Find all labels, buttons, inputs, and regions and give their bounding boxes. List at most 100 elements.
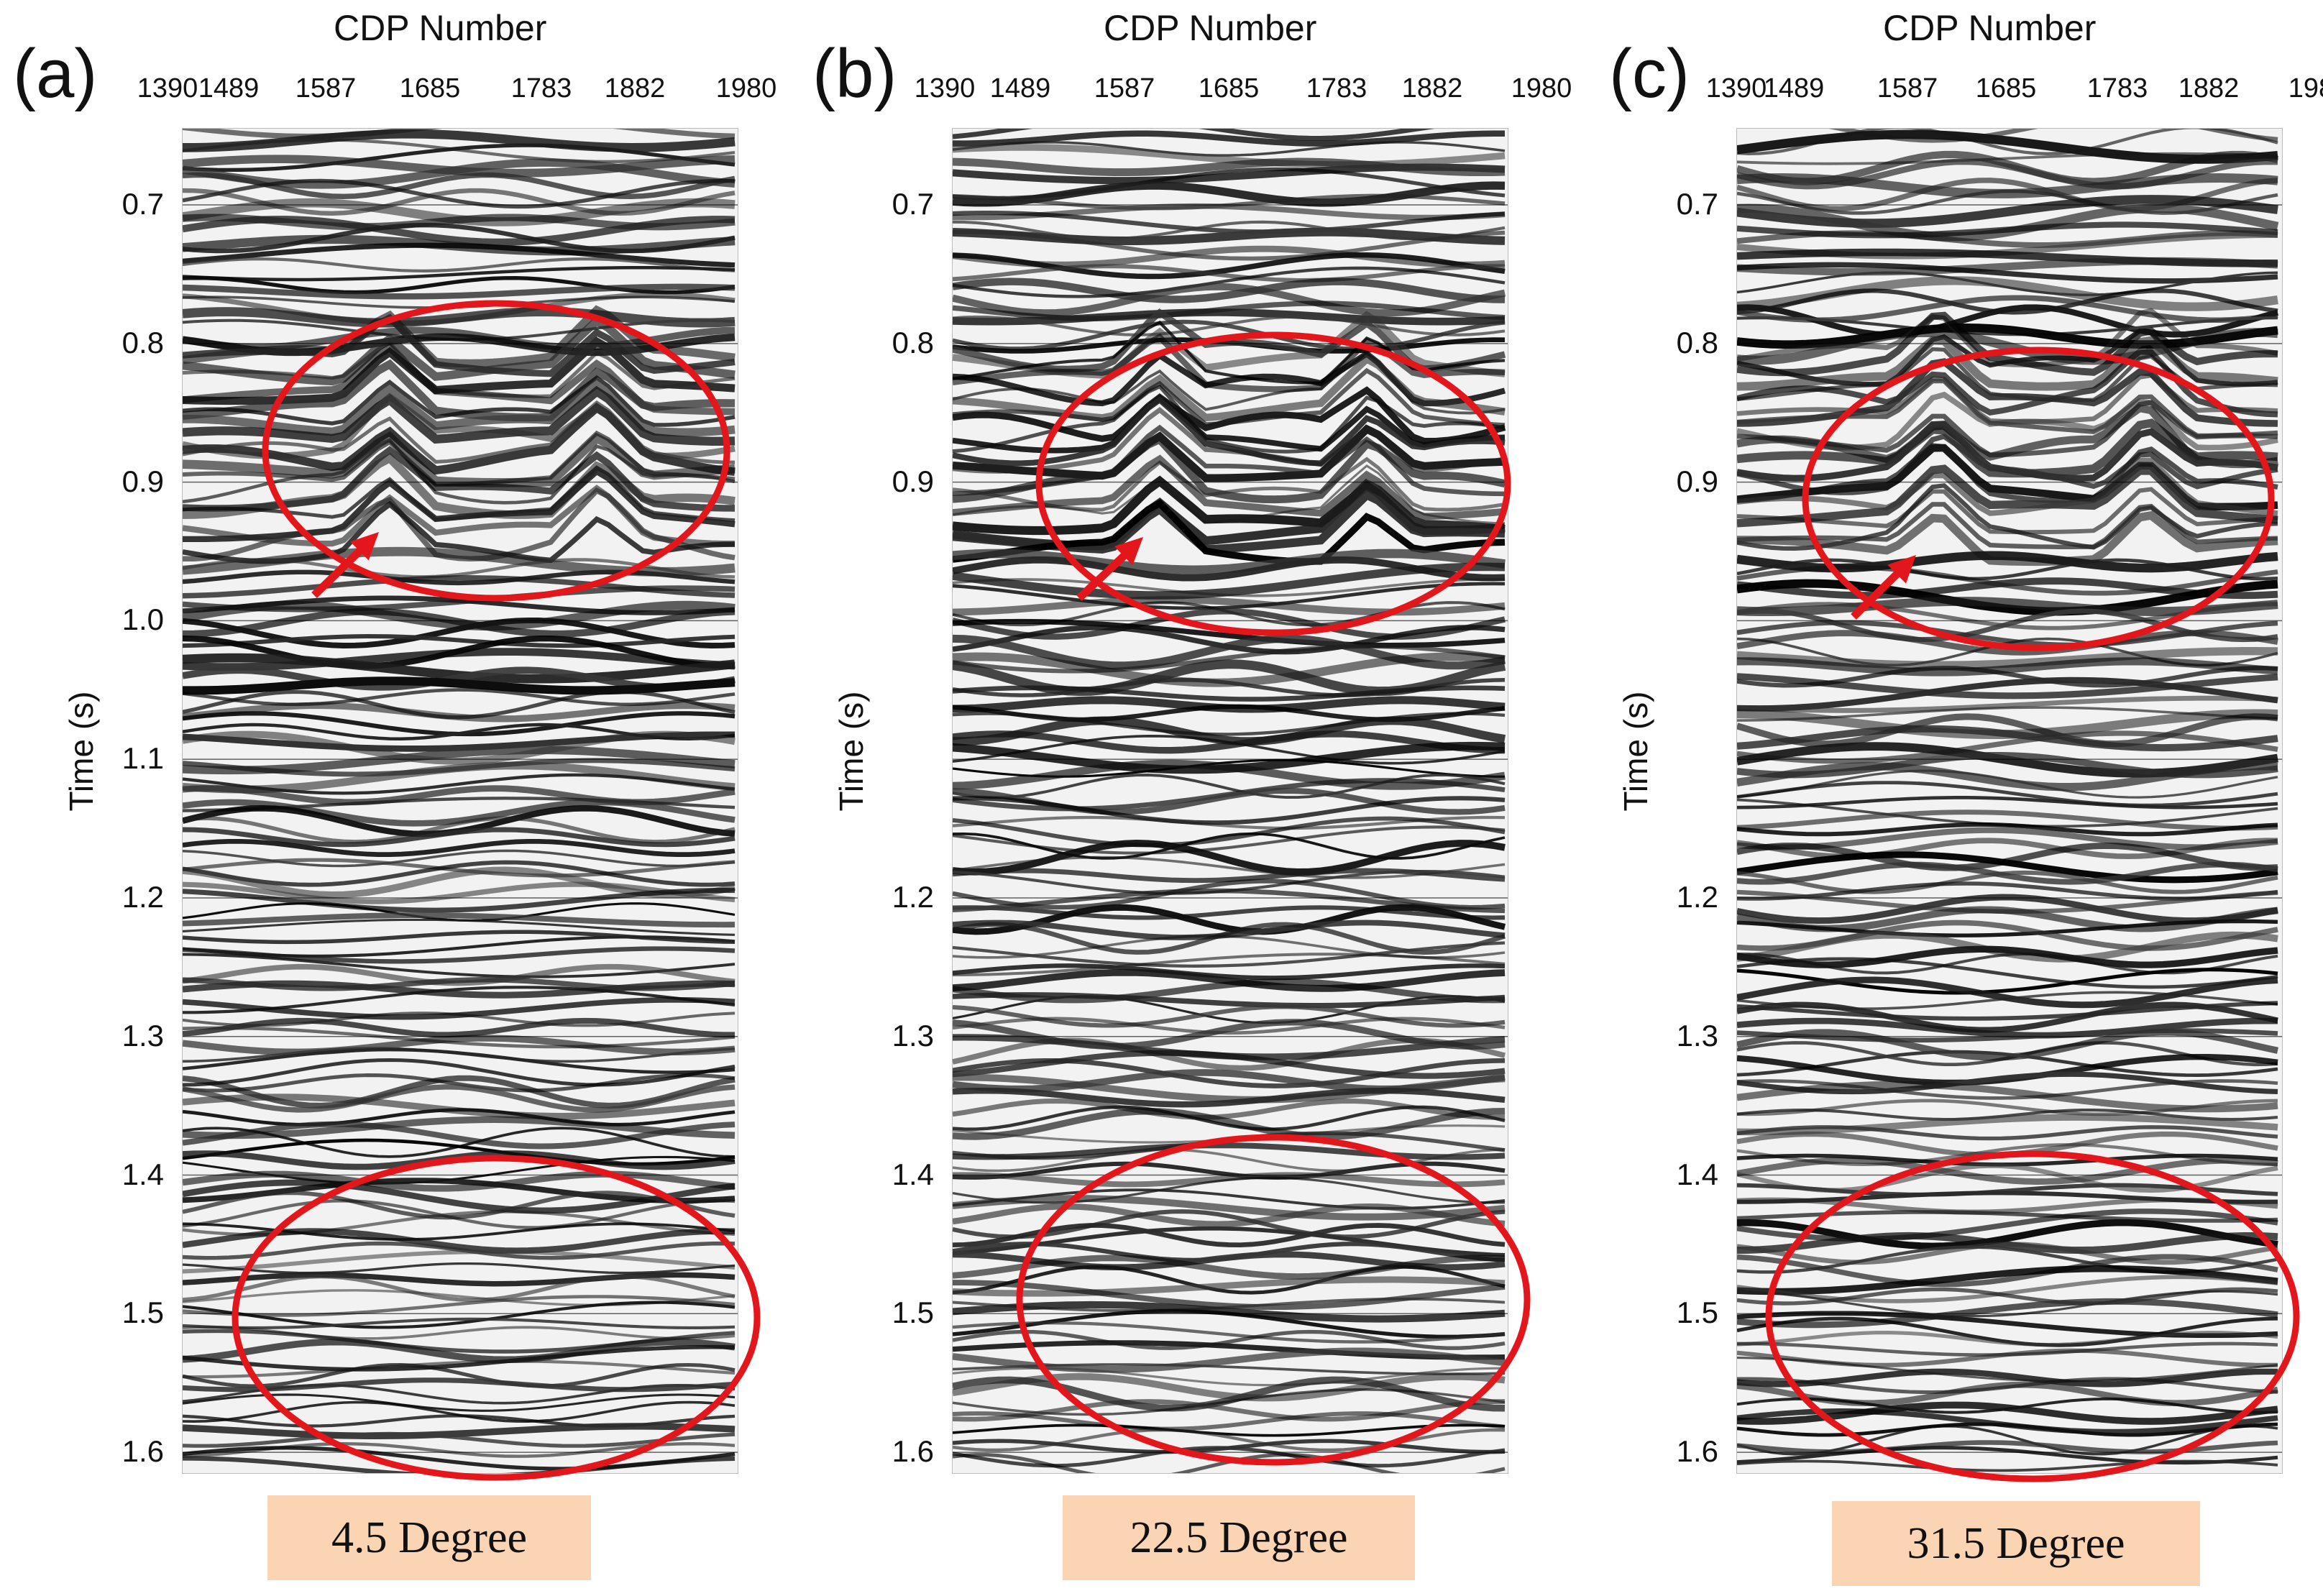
reflector-event <box>183 677 736 695</box>
reflector-event <box>1737 1079 2278 1100</box>
reflector-event <box>1737 851 2278 884</box>
angle-caption: 22.5 Degree <box>1063 1495 1415 1580</box>
reflector-event <box>183 881 736 904</box>
reflector-event <box>183 1423 736 1439</box>
reflector-event <box>183 1012 736 1027</box>
reflector-event <box>953 1017 1506 1035</box>
x-tick-label: 1390 <box>914 73 976 104</box>
reflector-event <box>1737 861 2278 885</box>
reflector-event <box>953 995 1506 1024</box>
reflector-event <box>183 963 736 986</box>
reflector-event <box>1737 781 2278 807</box>
x-tick-label: 1489 <box>198 73 260 104</box>
y-axis-title: Time (s) <box>1617 691 1654 812</box>
reflector-event <box>1737 796 2278 810</box>
x-tick-label: 1685 <box>1975 73 2037 104</box>
seismic-reflections <box>953 129 1508 1473</box>
reflector-event <box>953 905 1506 920</box>
reflector-event <box>183 773 736 795</box>
reflector-event <box>1737 673 2278 700</box>
x-axis-title: CDP Number <box>334 8 547 48</box>
reflector-event <box>953 856 1506 879</box>
y-tick-label: 1.4 <box>1676 1157 1718 1191</box>
reflector-event <box>953 774 1506 799</box>
y-tick-label: 1.2 <box>892 879 934 914</box>
reflector-event <box>1737 919 2278 937</box>
reflector-event <box>183 1047 736 1074</box>
reflector-event <box>1737 1125 2278 1141</box>
x-tick-label: 1980 <box>2288 73 2323 104</box>
y-tick-label: 1.6 <box>892 1434 934 1469</box>
x-tick-label: 1783 <box>1306 73 1367 104</box>
y-tick-label: 0.8 <box>1676 325 1718 359</box>
reflector-event <box>1737 316 2278 336</box>
reflector-event <box>1737 1071 2278 1095</box>
reflector-event <box>183 129 736 139</box>
y-tick-label: 1.1 <box>122 741 164 776</box>
reflector-event <box>1737 1197 2278 1215</box>
reflector-event <box>183 216 736 246</box>
reflector-event <box>183 275 736 295</box>
x-tick-label: 1882 <box>2178 73 2240 104</box>
reflector-event <box>183 1108 736 1127</box>
reflector-event <box>183 172 736 200</box>
reflector-event <box>183 827 736 848</box>
x-tick-label: 1685 <box>1198 73 1260 104</box>
y-tick-label: 1.6 <box>1676 1434 1718 1469</box>
reflector-event <box>953 1105 1506 1131</box>
reflector-event <box>953 796 1506 825</box>
panel-letter: (b) <box>812 35 897 112</box>
reflector-event <box>183 1441 736 1458</box>
y-tick-label: 1.5 <box>122 1295 164 1330</box>
y-tick-label: 1.5 <box>892 1295 934 1330</box>
x-tick-label: 1882 <box>1401 73 1463 104</box>
reflector-event <box>183 858 736 878</box>
y-tick-label: 0.7 <box>122 187 164 221</box>
seismic-section <box>1736 128 2283 1474</box>
y-axis-title: Time (s) <box>63 691 100 812</box>
y-axis-title: Time (s) <box>833 691 870 812</box>
reflector-event <box>183 1084 736 1113</box>
y-tick-label: 1.3 <box>122 1018 164 1052</box>
reflector-event <box>183 1456 736 1473</box>
y-tick-label: 1.3 <box>1676 1018 1718 1052</box>
x-tick-label: 1980 <box>715 73 777 104</box>
reflector-event <box>953 644 1506 674</box>
reflector-event <box>183 1393 736 1412</box>
reflector-event <box>183 1073 736 1093</box>
reflector-event <box>953 1087 1506 1108</box>
reflector-event <box>183 799 736 827</box>
reflector-event <box>183 953 736 978</box>
reflector-event <box>1737 262 2278 284</box>
x-tick-label: 1489 <box>989 73 1051 104</box>
reflector-event <box>183 887 736 913</box>
reflector-event <box>183 283 736 300</box>
reflector-event <box>1737 1017 2278 1039</box>
reflector-event <box>1737 870 2278 894</box>
y-tick-label: 0.9 <box>892 464 934 498</box>
reflector-event <box>183 242 736 268</box>
reflector-event <box>1737 1099 2278 1116</box>
reflector-event <box>1737 1001 2278 1033</box>
reflector-event <box>1737 822 2278 837</box>
reflector-event <box>953 941 1506 968</box>
reflector-event <box>1737 257 2278 276</box>
x-tick-label: 1882 <box>604 73 666 104</box>
reflector-event <box>183 143 736 173</box>
reflector-event <box>183 1150 736 1170</box>
reflector-event <box>953 904 1506 935</box>
reflector-event <box>953 278 1506 303</box>
reflector-event <box>953 832 1506 860</box>
reflector-event <box>953 816 1506 848</box>
reflector-event <box>1737 304 2279 338</box>
reflector-event <box>183 730 736 765</box>
reflector-event <box>183 980 736 999</box>
seismic-reflections <box>1737 129 2282 1472</box>
reflector-event <box>183 1026 736 1049</box>
reflector-event <box>183 1035 736 1055</box>
reflector-event <box>183 648 736 671</box>
x-tick-label: 1783 <box>2086 73 2148 104</box>
angle-caption: 4.5 Degree <box>267 1495 591 1580</box>
x-axis-title: CDP Number <box>1104 8 1317 48</box>
reflector-event <box>953 141 1506 157</box>
